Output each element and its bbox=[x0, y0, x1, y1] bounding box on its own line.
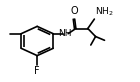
Text: NH$_2$: NH$_2$ bbox=[95, 5, 114, 18]
Text: F: F bbox=[34, 66, 40, 76]
Text: NH: NH bbox=[58, 29, 71, 38]
Text: O: O bbox=[71, 6, 79, 16]
